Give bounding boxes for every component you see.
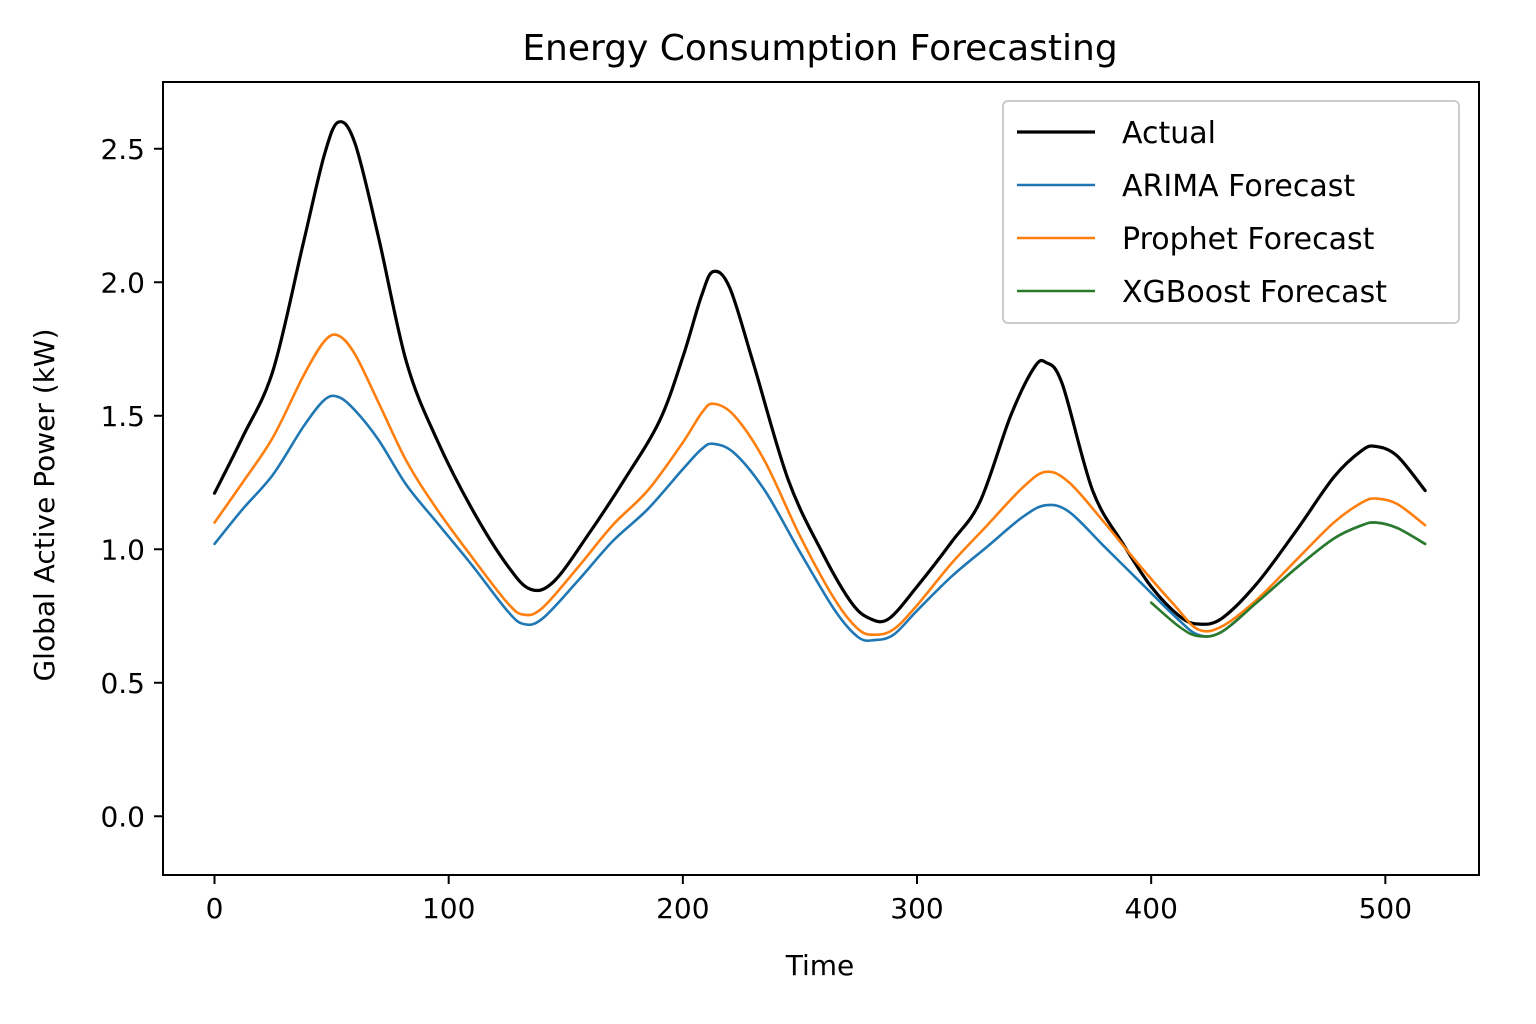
series-line-xgboost-forecast [1149, 521, 1427, 638]
y-tick-label: 2.5 [100, 133, 145, 166]
x-tick-label: 0 [206, 892, 224, 925]
plot-frame [162, 81, 1480, 876]
legend-box [1002, 100, 1460, 324]
y-tick-label: 0.0 [100, 800, 145, 833]
y-tick-label: 0.5 [100, 667, 145, 700]
x-tick-label: 200 [656, 892, 709, 925]
series-line-prophet-forecast [213, 333, 1427, 637]
y-tick-label: 1.5 [100, 400, 145, 433]
y-tick-label: 1.0 [100, 533, 145, 566]
x-tick-label: 400 [1124, 892, 1177, 925]
x-axis-label: Time [785, 949, 855, 982]
y-tick-label: 2.0 [100, 266, 145, 299]
series-lines [212, 120, 1427, 643]
chart-title: Energy Consumption Forecasting [522, 28, 1117, 69]
legend-label-actual: Actual [1122, 116, 1216, 151]
x-tick-label: 100 [422, 892, 475, 925]
x-axis: 0 100 200 300 400 500 [206, 875, 1412, 925]
legend-label-xgboost-forecast: XGBoost Forecast [1122, 275, 1387, 310]
x-tick-label: 300 [890, 892, 943, 925]
legend-label-prophet-forecast: Prophet Forecast [1122, 222, 1375, 257]
legend: Actual ARIMA Forecast Prophet Forecast XGBo… [1002, 100, 1460, 324]
y-axis-label: Global Active Power (kW) [28, 328, 61, 681]
legend-label-arima-forecast: ARIMA Forecast [1122, 169, 1355, 204]
y-axis: 0.0 0.5 1.0 1.5 2.0 2.5 [100, 133, 163, 833]
x-tick-label: 500 [1359, 892, 1412, 925]
series-line-actual [212, 120, 1427, 626]
